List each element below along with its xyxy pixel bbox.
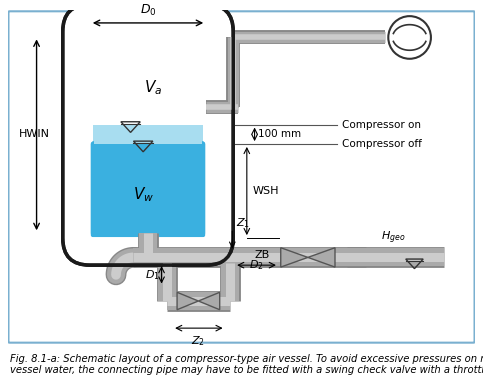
Text: $D_0$: $D_0$ (140, 3, 156, 18)
Text: ZB: ZB (255, 250, 270, 260)
Text: $V_a$: $V_a$ (144, 78, 162, 97)
Bar (94, 125, 202, 144)
Text: $H_{geo}$: $H_{geo}$ (381, 229, 405, 246)
Polygon shape (281, 248, 308, 267)
Text: $D_2$: $D_2$ (249, 258, 264, 272)
FancyBboxPatch shape (91, 142, 205, 237)
Text: Compressor off: Compressor off (342, 139, 422, 149)
FancyBboxPatch shape (9, 11, 474, 343)
Text: 100 mm: 100 mm (258, 129, 301, 139)
FancyBboxPatch shape (63, 5, 233, 265)
Text: $Z_1$: $Z_1$ (236, 216, 250, 230)
Polygon shape (199, 292, 220, 310)
Text: WSH: WSH (253, 185, 279, 196)
FancyBboxPatch shape (93, 125, 203, 144)
Text: Compressor on: Compressor on (342, 120, 421, 130)
Text: $D_1$: $D_1$ (145, 268, 159, 282)
Text: Fig. 8.1-a: Schematic layout of a compressor-type air vessel. To avoid excessive: Fig. 8.1-a: Schematic layout of a compre… (10, 354, 483, 375)
Text: $V_w$: $V_w$ (133, 185, 154, 204)
Text: $Z_2$: $Z_2$ (191, 334, 205, 348)
FancyBboxPatch shape (91, 141, 205, 236)
Polygon shape (308, 248, 335, 267)
Text: HWIN: HWIN (19, 129, 50, 139)
Polygon shape (177, 292, 199, 310)
